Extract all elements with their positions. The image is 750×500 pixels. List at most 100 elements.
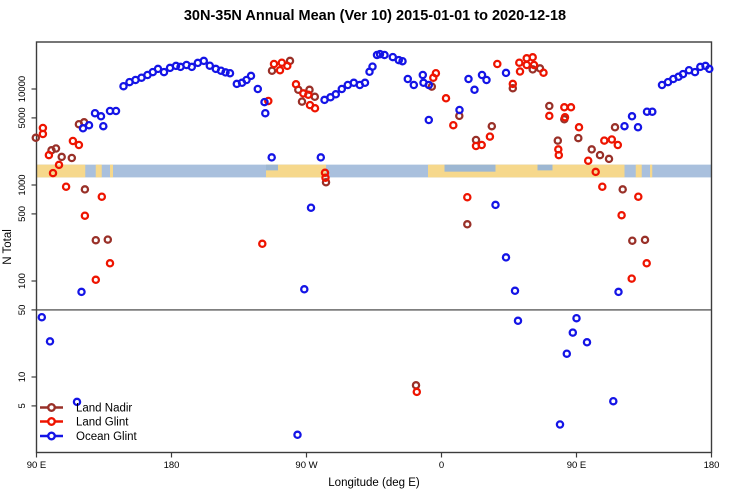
data-point [153,64,163,74]
data-point [171,61,181,71]
data-point [642,259,651,268]
sea-overlay [537,164,553,171]
data-point [105,259,115,268]
data-point [572,313,581,323]
data-point [409,80,419,90]
legend-marker [47,417,57,427]
x-tick-label: 180 [164,460,180,471]
data-point [582,338,592,347]
data-point [77,287,86,297]
data-point [320,168,330,178]
data-point [316,153,326,162]
data-point [508,79,518,89]
data-point [264,96,273,106]
legend-label: Land Glint [76,417,129,429]
data-point [515,67,525,76]
data-point [482,75,491,85]
data-point [424,115,434,125]
data-point [38,129,48,139]
data-point [464,74,473,84]
data-point [470,85,479,95]
data-point [555,420,565,429]
axes: 90 E 180 90 W 0 90 E 180 5 10 50 100 500 1000 5000 10… [17,41,719,471]
data-point [51,144,61,153]
data-point [431,68,441,78]
data-point [627,274,636,283]
data-point [412,387,422,397]
land-segment [635,164,642,178]
data-point [96,112,106,121]
data-point [72,397,82,407]
data-point [545,111,554,121]
x-tick-label: 90 E [567,460,587,471]
data-point [604,154,614,164]
land-segment [36,164,86,178]
data-point [99,121,108,131]
data-point [258,239,267,249]
data-point [269,59,279,69]
data-point [607,135,617,144]
data-point [678,69,688,79]
data-point [491,200,500,210]
data-point [205,61,215,70]
data-point [403,74,413,84]
data-point [61,182,71,191]
y-axis-title: N Total [2,229,14,265]
data-point [613,140,623,150]
data-point [84,120,94,130]
y-tick-label: 10000 [17,76,28,102]
data-point [380,50,389,60]
data-point [600,136,609,145]
data-point [493,59,502,69]
data-point [648,107,657,116]
y-tick-label: 50 [17,305,28,316]
data-point [539,68,548,77]
data-point [477,140,486,150]
data-point [515,58,524,67]
data-point [221,68,230,77]
legend-label: Land Nadir [76,403,132,415]
data-point [48,168,58,178]
data-point [261,108,270,118]
legend: Land Nadir Land Glint Ocean Glint [40,403,138,443]
data-point [45,337,55,346]
data-point [74,140,84,150]
data-point [304,90,313,100]
legend-label: Ocean Glint [76,431,138,443]
y-tick-label: 500 [17,206,28,222]
data-point [31,133,41,143]
data-point [275,65,285,75]
data-point [97,192,107,201]
data-point [297,97,307,106]
scatter-points [31,49,714,440]
y-tick-label: 10 [17,372,28,383]
data-point [267,153,276,162]
data-point [80,185,90,194]
data-point [633,122,643,132]
data-point [291,80,301,89]
data-point [119,81,128,91]
land-segment [110,164,113,178]
data-point [91,235,101,245]
land-segment [650,164,653,178]
data-point [463,192,472,202]
data-point [455,105,464,115]
data-point [610,123,620,132]
data-point [690,67,700,77]
data-point [508,83,518,93]
data-point [260,97,269,107]
data-point [627,112,637,121]
data-point [242,75,251,85]
data-point [67,153,77,163]
x-tick-label: 90 E [27,460,47,471]
data-point [37,312,47,322]
y-tick-label: 1000 [17,174,28,195]
data-point [568,328,578,337]
data-point [620,121,629,131]
data-point [441,94,451,103]
data-point [587,145,596,154]
data-point [368,62,377,71]
data-point [337,84,347,94]
